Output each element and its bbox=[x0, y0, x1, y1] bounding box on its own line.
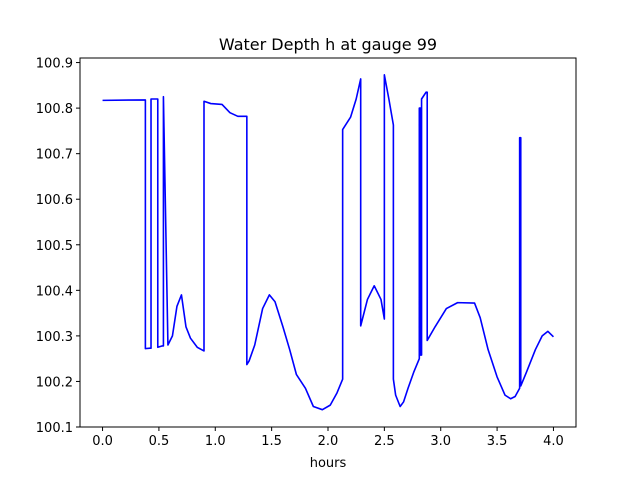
y-tick-label: 100.5 bbox=[36, 239, 73, 254]
y-tick-label: 100.2 bbox=[36, 375, 73, 390]
x-tick-label: 3.0 bbox=[430, 434, 451, 449]
plot-area: 0.0 0.5 1.0 1.5 2.0 2.5 3.0 3.5 4.0 100.1 100.2 100… bbox=[36, 57, 577, 449]
y-tick-label: 100.9 bbox=[36, 57, 73, 72]
x-tick-label: 2.5 bbox=[374, 434, 395, 449]
x-tick-label: 2.0 bbox=[318, 434, 339, 449]
x-tick-label: 3.5 bbox=[487, 434, 508, 449]
x-tick-label: 0.0 bbox=[92, 434, 113, 449]
y-tick-label: 100.6 bbox=[36, 193, 73, 208]
x-tick-label: 1.5 bbox=[261, 434, 282, 449]
x-tick-label: 4.0 bbox=[543, 434, 564, 449]
y-tick-label: 100.8 bbox=[36, 102, 73, 117]
y-tick-label: 100.1 bbox=[36, 421, 73, 436]
y-tick-label: 100.3 bbox=[36, 330, 73, 345]
x-tick-label: 0.5 bbox=[149, 434, 170, 449]
chart-title: Water Depth h at gauge 99 bbox=[219, 35, 437, 54]
series-line-0 bbox=[102, 74, 555, 411]
y-tick-label: 100.4 bbox=[36, 284, 73, 299]
x-axis-label: hours bbox=[310, 456, 347, 471]
y-tick-label: 100.7 bbox=[36, 148, 73, 163]
x-tick-label: 1.0 bbox=[205, 434, 226, 449]
